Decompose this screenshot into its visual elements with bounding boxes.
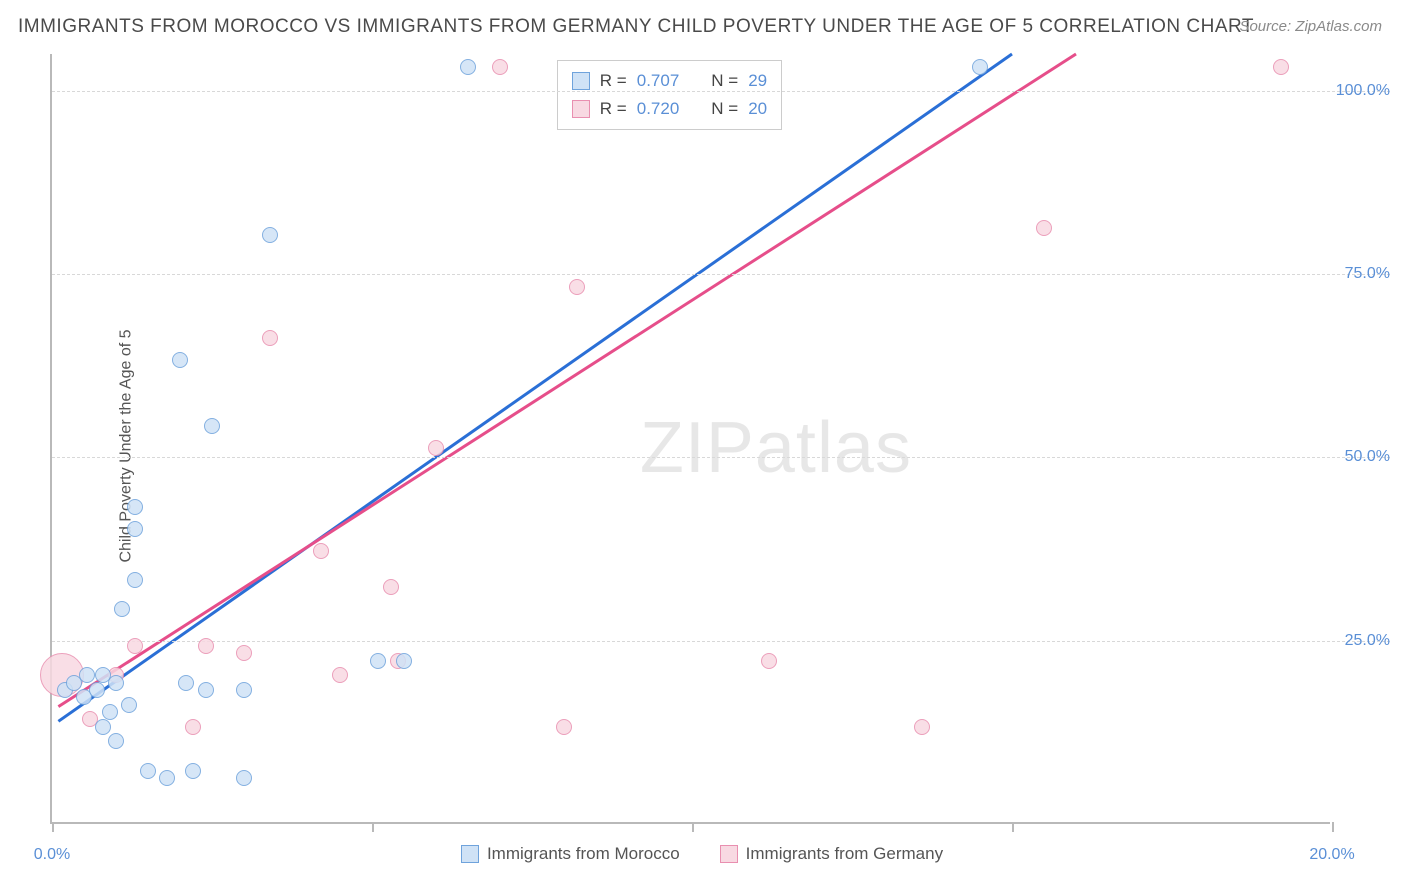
legend-n-label: N = (711, 71, 738, 91)
point-morocco (396, 653, 412, 669)
legend-swatch (572, 72, 590, 90)
point-germany (198, 638, 214, 654)
trend-lines-layer (52, 54, 1330, 822)
point-morocco (114, 601, 130, 617)
point-germany (185, 719, 201, 735)
x-tick-label: 20.0% (1309, 846, 1354, 864)
point-morocco (262, 227, 278, 243)
x-tick (52, 822, 54, 832)
grid-line (52, 641, 1390, 642)
y-tick-label: 75.0% (1345, 265, 1390, 283)
legend-r-value: 0.707 (637, 71, 680, 91)
legend-row-germany: R = 0.720 N = 20 (572, 95, 767, 123)
x-tick (692, 822, 694, 832)
point-morocco (108, 675, 124, 691)
point-morocco (108, 733, 124, 749)
correlation-legend: R = 0.707 N = 29 R = 0.720 N = 20 (557, 60, 782, 130)
point-germany (127, 638, 143, 654)
x-tick-label: 0.0% (34, 846, 70, 864)
point-germany (313, 543, 329, 559)
series-legend-item-germany: Immigrants from Germany (720, 844, 943, 864)
legend-n-value: 20 (748, 99, 767, 119)
series-legend-item-morocco: Immigrants from Morocco (461, 844, 680, 864)
series-legend-label: Immigrants from Morocco (487, 844, 680, 864)
point-morocco (127, 499, 143, 515)
legend-swatch (572, 100, 590, 118)
point-morocco (185, 763, 201, 779)
legend-swatch (720, 845, 738, 863)
y-tick-label: 100.0% (1336, 82, 1390, 100)
grid-line (52, 91, 1390, 92)
point-germany (332, 667, 348, 683)
point-morocco (198, 682, 214, 698)
point-morocco (972, 59, 988, 75)
point-morocco (95, 719, 111, 735)
legend-r-label: R = (600, 71, 627, 91)
point-germany (569, 279, 585, 295)
grid-line (52, 274, 1390, 275)
x-tick (1332, 822, 1334, 832)
point-germany (761, 653, 777, 669)
y-tick-label: 25.0% (1345, 632, 1390, 650)
point-morocco (127, 572, 143, 588)
point-germany (383, 579, 399, 595)
legend-r-label: R = (600, 99, 627, 119)
scatter-plot: ZIPatlas R = 0.707N = 29R = 0.720N = 20 … (50, 54, 1330, 824)
point-morocco (102, 704, 118, 720)
point-germany (1273, 59, 1289, 75)
point-germany (556, 719, 572, 735)
grid-line (52, 457, 1390, 458)
point-morocco (121, 697, 137, 713)
point-morocco (236, 682, 252, 698)
point-morocco (127, 521, 143, 537)
point-morocco (460, 59, 476, 75)
source-label: Source: ZipAtlas.com (1239, 18, 1382, 35)
point-germany (262, 330, 278, 346)
point-morocco (236, 770, 252, 786)
trend-line-germany (58, 54, 1076, 707)
point-germany (428, 440, 444, 456)
legend-swatch (461, 845, 479, 863)
point-morocco (79, 667, 95, 683)
point-morocco (159, 770, 175, 786)
point-morocco (370, 653, 386, 669)
point-germany (236, 645, 252, 661)
x-tick (372, 822, 374, 832)
chart-title: IMMIGRANTS FROM MOROCCO VS IMMIGRANTS FR… (18, 16, 1254, 38)
point-morocco (172, 352, 188, 368)
series-legend-label: Immigrants from Germany (746, 844, 943, 864)
point-morocco (204, 418, 220, 434)
legend-n-label: N = (711, 99, 738, 119)
legend-r-value: 0.720 (637, 99, 680, 119)
point-germany (1036, 220, 1052, 236)
point-germany (914, 719, 930, 735)
point-morocco (140, 763, 156, 779)
series-legend: Immigrants from Morocco Immigrants from G… (461, 844, 943, 864)
x-tick (1012, 822, 1014, 832)
trend-line-morocco (58, 54, 1012, 721)
legend-n-value: 29 (748, 71, 767, 91)
point-germany (492, 59, 508, 75)
point-morocco (89, 682, 105, 698)
y-tick-label: 50.0% (1345, 448, 1390, 466)
point-morocco (178, 675, 194, 691)
